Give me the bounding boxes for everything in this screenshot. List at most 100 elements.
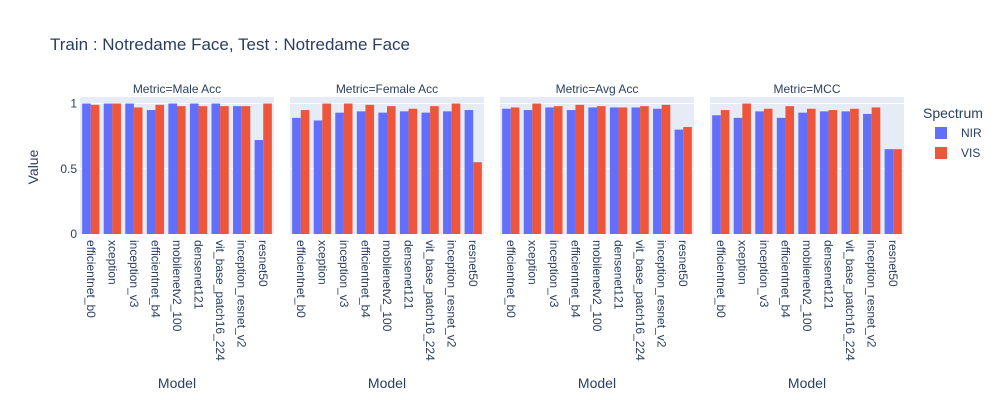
bar-vis	[263, 103, 272, 235]
bar-nir	[674, 129, 684, 234]
bar-nir	[464, 110, 474, 234]
x-tick-label: xception	[735, 240, 749, 285]
y-tick-label: 0	[70, 227, 77, 241]
bar-nir	[378, 112, 387, 234]
bar-vis	[807, 108, 816, 234]
bar-nir	[168, 103, 177, 235]
facet-1: Metric=Female Acc efficientnet_b0 xception…	[290, 82, 484, 391]
bar-vis	[343, 103, 353, 235]
y-tick-label: 0.5	[60, 162, 77, 176]
bar-nir	[292, 117, 301, 234]
bar-nir	[798, 112, 807, 234]
legend-swatch-vis	[935, 147, 947, 159]
bar-nir	[125, 103, 134, 235]
facet-title: Metric=Male Acc	[133, 82, 221, 96]
bar-vis	[893, 149, 902, 234]
bar-vis	[177, 106, 186, 234]
x-tick-label: mobilenetv2_100	[170, 240, 184, 332]
x-tick-label: efficientnet_b4	[778, 240, 792, 318]
bar-nir	[776, 117, 786, 234]
bar-vis	[300, 110, 310, 234]
bar-vis	[430, 106, 439, 234]
bar-nir	[609, 107, 619, 234]
x-tick-label: vit_base_patch16_224	[423, 240, 437, 361]
x-tick-label: inception_v3	[127, 240, 141, 308]
x-tick-label: densenet121	[822, 240, 836, 310]
y-axis-title: Value	[25, 149, 41, 184]
bar-nir	[653, 108, 662, 234]
x-tick-label: inception_resnet_v2	[655, 240, 669, 348]
x-axis-title: Model	[578, 375, 616, 391]
bar-vis	[683, 127, 692, 234]
bar-vis	[220, 106, 229, 234]
bar-vis	[640, 106, 649, 234]
facet-title: Metric=Avg Acc	[556, 82, 639, 96]
x-tick-label: densenet121	[402, 240, 416, 310]
bar-vis	[785, 106, 795, 234]
bar-nir	[884, 149, 894, 234]
bar-vis	[871, 107, 881, 234]
bar-nir	[588, 107, 597, 234]
bar-vis	[451, 103, 461, 235]
x-tick-label: resnet50	[676, 240, 690, 287]
legend-label-vis: VIS	[961, 146, 980, 160]
bar-vis	[553, 106, 563, 234]
bar-vis	[720, 110, 730, 234]
bar-nir	[443, 111, 452, 234]
bar-vis	[575, 104, 585, 234]
x-tick-label: inception_v3	[337, 240, 351, 308]
x-tick-label: inception_v3	[547, 240, 561, 308]
bar-nir	[189, 103, 199, 235]
x-tick-label: vit_base_patch16_224	[843, 240, 857, 361]
bar-vis	[112, 103, 121, 235]
bar-nir	[399, 111, 409, 234]
bar-nir	[254, 140, 264, 234]
bar-vis	[828, 110, 838, 234]
x-tick-label: vit_base_patch16_224	[633, 240, 647, 361]
bar-vis	[322, 103, 331, 235]
bar-vis	[241, 106, 251, 234]
x-tick-label: resnet50	[256, 240, 270, 287]
bar-vis	[387, 106, 396, 234]
bar-nir	[863, 113, 872, 234]
bar-nir	[631, 107, 641, 234]
bar-vis	[618, 107, 628, 234]
bar-nir	[566, 110, 576, 234]
facet-0: Metric=Male Acc efficientnet_b0 xception in…	[80, 82, 274, 391]
bar-nir	[755, 111, 764, 234]
bar-nir	[233, 106, 242, 234]
legend-title: Spectrum	[923, 105, 983, 121]
x-tick-label: efficientnet_b4	[358, 240, 372, 318]
bar-nir	[421, 112, 431, 234]
x-tick-label: inception_resnet_v2	[235, 240, 249, 348]
bar-nir	[502, 108, 511, 234]
x-tick-label: efficientnet_b0	[714, 240, 728, 318]
bar-vis	[850, 108, 859, 234]
x-tick-label: resnet50	[886, 240, 900, 287]
bar-vis	[198, 106, 208, 234]
bar-nir	[103, 103, 113, 235]
x-axis-title: Model	[368, 375, 406, 391]
x-axis-title: Model	[788, 375, 826, 391]
bar-vis	[155, 104, 165, 234]
bar-vis	[365, 104, 375, 234]
x-tick-label: xception	[315, 240, 329, 285]
facet-title: Metric=Female Acc	[336, 82, 438, 96]
x-tick-label: efficientnet_b0	[84, 240, 98, 318]
x-tick-label: mobilenetv2_100	[800, 240, 814, 332]
bar-vis	[661, 104, 671, 234]
bar-nir	[819, 111, 829, 234]
x-tick-label: densenet121	[612, 240, 626, 310]
y-tick-label: 1	[70, 97, 77, 111]
x-tick-label: vit_base_patch16_224	[213, 240, 227, 361]
bar-nir	[841, 111, 851, 234]
legend: NIR VIS	[935, 126, 982, 160]
x-tick-label: efficientnet_b4	[148, 240, 162, 318]
bar-nir	[356, 111, 366, 234]
facet-2: Metric=Avg Acc efficientnet_b0 xception inc…	[500, 82, 694, 391]
bar-vis	[473, 162, 482, 234]
x-tick-label: densenet121	[192, 240, 206, 310]
x-tick-label: xception	[525, 240, 539, 285]
bar-vis	[532, 103, 541, 235]
